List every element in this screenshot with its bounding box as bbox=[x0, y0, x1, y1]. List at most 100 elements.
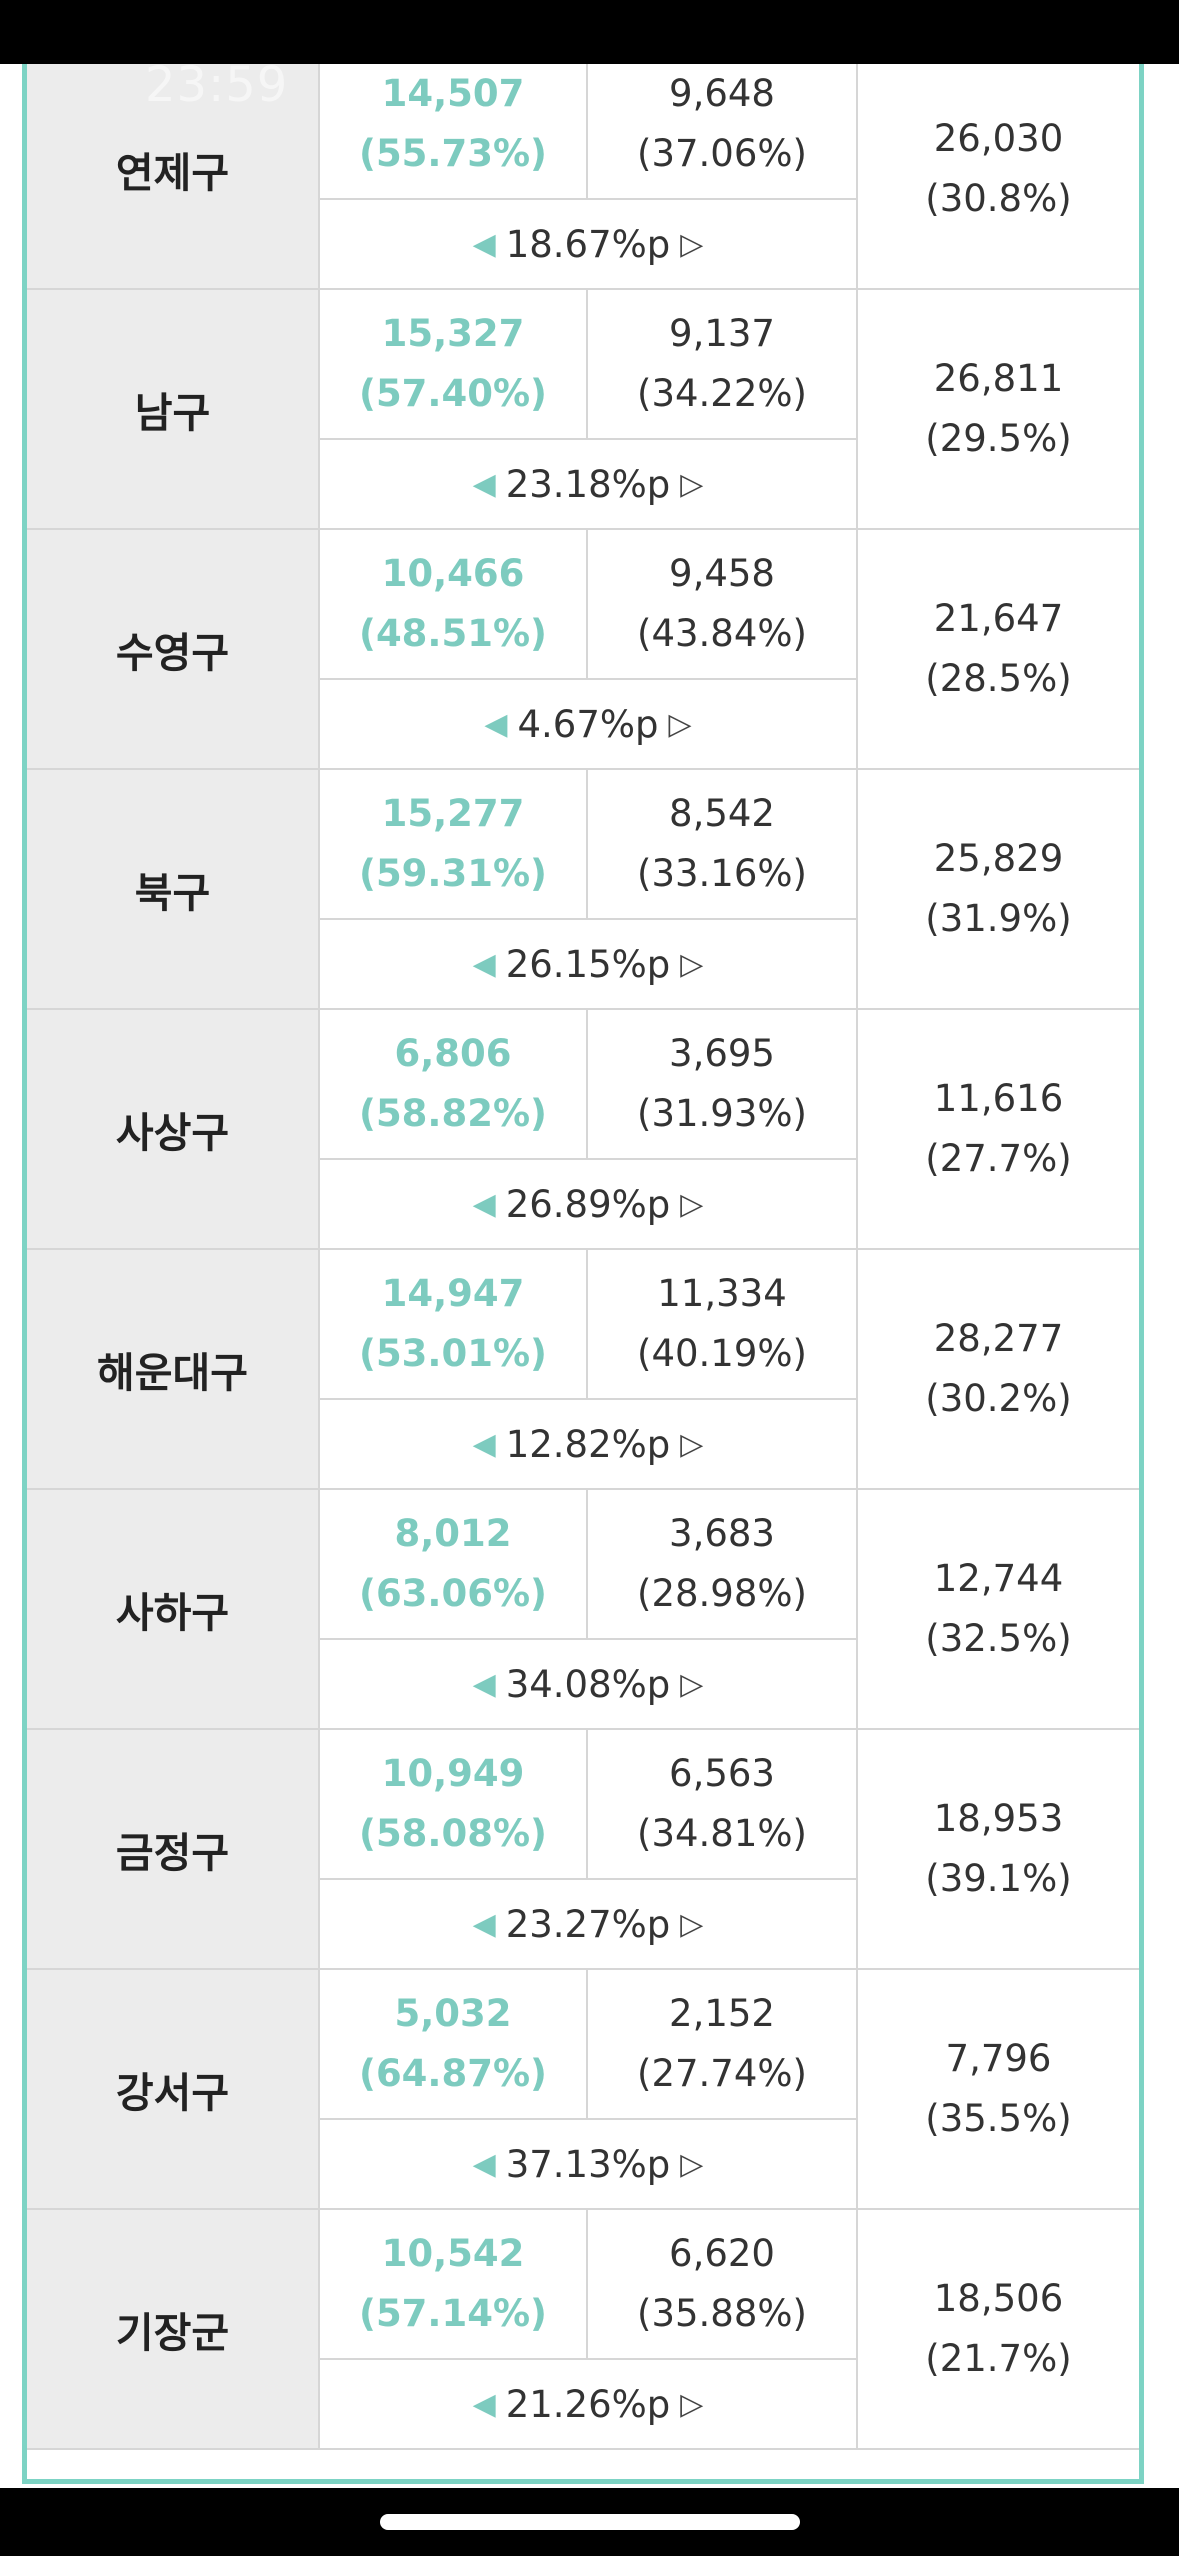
candidate-a-votes: 8,012 bbox=[394, 1512, 512, 1555]
total-votes: 7,796 bbox=[945, 2037, 1052, 2080]
right-arrow-icon: ▷ bbox=[668, 706, 692, 742]
district-name: 기장군 bbox=[27, 2210, 320, 2448]
total-percent: (27.7%) bbox=[925, 1137, 1072, 1180]
table-row: 남구 15,327 (57.40%) 9,137 (34.22%) ◀ 23.1… bbox=[27, 290, 1139, 530]
candidate-b-percent: (40.19%) bbox=[637, 1332, 807, 1375]
status-bar bbox=[0, 0, 1179, 64]
total-cell: 26,811 (29.5%) bbox=[856, 290, 1139, 528]
gap-cell: ◀ 21.26%p ▷ bbox=[320, 2360, 856, 2448]
candidate-b-votes: 9,137 bbox=[669, 312, 775, 355]
candidate-b-votes: 3,683 bbox=[669, 1512, 775, 1555]
candidate-b-votes: 2,152 bbox=[669, 1992, 775, 2035]
total-cell: 18,953 (39.1%) bbox=[856, 1730, 1139, 1968]
candidate-b-cell: 6,620 (35.88%) bbox=[588, 2210, 856, 2360]
candidate-a-percent: (59.31%) bbox=[359, 852, 547, 895]
results-table: 연제구 14,507 (55.73%) 9,648 (37.06%) ◀ 18.… bbox=[22, 64, 1144, 2484]
scroll-content[interactable]: 연제구 14,507 (55.73%) 9,648 (37.06%) ◀ 18.… bbox=[0, 64, 1179, 2488]
total-cell: 18,506 (21.7%) bbox=[856, 2210, 1139, 2448]
candidate-b-percent: (27.74%) bbox=[637, 2052, 807, 2095]
candidate-a-votes: 14,507 bbox=[381, 72, 525, 115]
left-arrow-icon: ◀ bbox=[472, 466, 496, 502]
candidate-a-percent: (58.82%) bbox=[359, 1092, 547, 1135]
candidate-b-cell: 9,458 (43.84%) bbox=[588, 530, 856, 680]
total-votes: 26,030 bbox=[933, 117, 1064, 160]
total-cell: 28,277 (30.2%) bbox=[856, 1250, 1139, 1488]
total-votes: 12,744 bbox=[933, 1557, 1064, 1600]
right-arrow-icon: ▷ bbox=[680, 1186, 704, 1222]
candidate-a-percent: (57.40%) bbox=[359, 372, 547, 415]
total-votes: 18,953 bbox=[933, 1797, 1064, 1840]
candidate-a-votes: 15,327 bbox=[381, 312, 525, 355]
candidate-a-cell: 10,466 (48.51%) bbox=[320, 530, 588, 680]
gap-value: 37.13%p bbox=[505, 2142, 671, 2186]
left-arrow-icon: ◀ bbox=[472, 1906, 496, 1942]
candidate-a-cell: 14,947 (53.01%) bbox=[320, 1250, 588, 1400]
candidate-b-percent: (28.98%) bbox=[637, 1572, 807, 1615]
candidate-a-votes: 10,542 bbox=[381, 2232, 525, 2275]
candidate-b-votes: 8,542 bbox=[669, 792, 775, 835]
gap-cell: ◀ 23.27%p ▷ bbox=[320, 1880, 856, 1968]
table-row: 강서구 5,032 (64.87%) 2,152 (27.74%) ◀ 37.1… bbox=[27, 1970, 1139, 2210]
candidate-b-percent: (31.93%) bbox=[637, 1092, 807, 1135]
candidate-a-cell: 8,012 (63.06%) bbox=[320, 1490, 588, 1640]
gap-cell: ◀ 26.15%p ▷ bbox=[320, 920, 856, 1008]
candidate-a-cell: 15,327 (57.40%) bbox=[320, 290, 588, 440]
table-row: 해운대구 14,947 (53.01%) 11,334 (40.19%) ◀ 1… bbox=[27, 1250, 1139, 1490]
total-percent: (39.1%) bbox=[925, 1857, 1072, 1900]
table-row: 북구 15,277 (59.31%) 8,542 (33.16%) ◀ 26.1… bbox=[27, 770, 1139, 1010]
total-votes: 11,616 bbox=[933, 1077, 1064, 1120]
candidate-a-votes: 6,806 bbox=[394, 1032, 512, 1075]
candidate-b-votes: 6,563 bbox=[669, 1752, 775, 1795]
candidate-a-cell: 15,277 (59.31%) bbox=[320, 770, 588, 920]
total-percent: (21.7%) bbox=[925, 2337, 1072, 2380]
total-percent: (28.5%) bbox=[925, 657, 1072, 700]
total-votes: 18,506 bbox=[933, 2277, 1064, 2320]
gap-value: 34.08%p bbox=[505, 1662, 671, 1706]
total-percent: (31.9%) bbox=[925, 897, 1072, 940]
total-votes: 25,829 bbox=[933, 837, 1064, 880]
total-votes: 21,647 bbox=[933, 597, 1064, 640]
total-percent: (35.5%) bbox=[925, 2097, 1072, 2140]
candidate-a-votes: 5,032 bbox=[394, 1992, 512, 2035]
candidate-b-cell: 9,648 (37.06%) bbox=[588, 64, 856, 200]
total-cell: 11,616 (27.7%) bbox=[856, 1010, 1139, 1248]
left-arrow-icon: ◀ bbox=[472, 2146, 496, 2182]
table-row: 금정구 10,949 (58.08%) 6,563 (34.81%) ◀ 23.… bbox=[27, 1730, 1139, 1970]
left-arrow-icon: ◀ bbox=[472, 226, 496, 262]
home-indicator[interactable] bbox=[380, 2514, 800, 2530]
left-arrow-icon: ◀ bbox=[472, 1666, 496, 1702]
candidate-a-percent: (53.01%) bbox=[359, 1332, 547, 1375]
candidate-b-cell: 11,334 (40.19%) bbox=[588, 1250, 856, 1400]
total-cell: 12,744 (32.5%) bbox=[856, 1490, 1139, 1728]
district-name: 금정구 bbox=[27, 1730, 320, 1968]
district-name: 수영구 bbox=[27, 530, 320, 768]
gap-cell: ◀ 23.18%p ▷ bbox=[320, 440, 856, 528]
candidate-a-cell: 5,032 (64.87%) bbox=[320, 1970, 588, 2120]
candidate-a-cell: 10,542 (57.14%) bbox=[320, 2210, 588, 2360]
total-votes: 28,277 bbox=[933, 1317, 1064, 1360]
candidate-a-percent: (55.73%) bbox=[359, 132, 547, 175]
district-name: 사하구 bbox=[27, 1490, 320, 1728]
candidate-b-percent: (37.06%) bbox=[637, 132, 807, 175]
table-row: 사하구 8,012 (63.06%) 3,683 (28.98%) ◀ 34.0… bbox=[27, 1490, 1139, 1730]
candidate-a-percent: (63.06%) bbox=[359, 1572, 547, 1615]
candidate-a-votes: 14,947 bbox=[381, 1272, 525, 1315]
candidate-b-percent: (34.81%) bbox=[637, 1812, 807, 1855]
gap-cell: ◀ 34.08%p ▷ bbox=[320, 1640, 856, 1728]
candidate-b-votes: 3,695 bbox=[669, 1032, 775, 1075]
total-percent: (29.5%) bbox=[925, 417, 1072, 460]
total-votes: 26,811 bbox=[933, 357, 1064, 400]
candidate-b-cell: 9,137 (34.22%) bbox=[588, 290, 856, 440]
candidate-a-votes: 15,277 bbox=[381, 792, 525, 835]
table-row: 기장군 10,542 (57.14%) 6,620 (35.88%) ◀ 21.… bbox=[27, 2210, 1139, 2450]
candidate-b-votes: 11,334 bbox=[657, 1272, 787, 1315]
candidate-b-votes: 6,620 bbox=[669, 2232, 775, 2275]
left-arrow-icon: ◀ bbox=[472, 1426, 496, 1462]
district-name: 남구 bbox=[27, 290, 320, 528]
candidate-b-cell: 3,683 (28.98%) bbox=[588, 1490, 856, 1640]
table-row: 사상구 6,806 (58.82%) 3,695 (31.93%) ◀ 26.8… bbox=[27, 1010, 1139, 1250]
candidate-a-percent: (64.87%) bbox=[359, 2052, 547, 2095]
candidate-b-cell: 8,542 (33.16%) bbox=[588, 770, 856, 920]
candidate-a-percent: (57.14%) bbox=[359, 2292, 547, 2335]
